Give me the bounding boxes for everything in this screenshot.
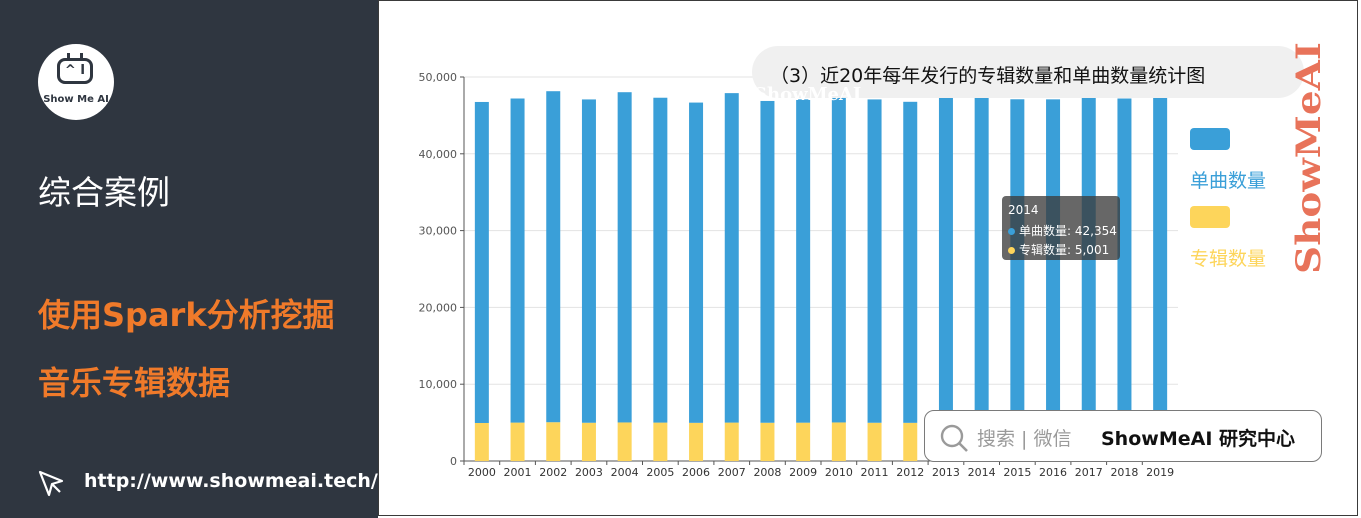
x-tick-label: 2005 — [646, 466, 674, 479]
bar-album-2009 — [796, 422, 811, 461]
bar-album-2007 — [724, 422, 739, 461]
y-tick-label: 0 — [450, 455, 457, 468]
bar-single-2010 — [831, 89, 846, 423]
bar-single-2011 — [867, 99, 882, 423]
bar-album-2011 — [867, 422, 882, 461]
x-tick-label: 2003 — [575, 466, 603, 479]
search-placeholder: 搜索 | 微信 — [977, 428, 1072, 450]
x-tick-label: 2002 — [539, 466, 567, 479]
x-tick-label: 2015 — [1003, 466, 1031, 479]
legend-label-album[interactable]: 专辑数量 — [1190, 248, 1267, 270]
watermark-vertical: ShowMeAI — [1292, 42, 1328, 274]
section-title: 综合案例 — [38, 173, 170, 212]
watermark-vertical-text: ShowMeAI — [1292, 42, 1328, 274]
bar-album-2012 — [903, 422, 918, 461]
bar-single-2005 — [653, 97, 668, 423]
bar-album-2002 — [546, 422, 561, 461]
bar-single-2001 — [510, 98, 525, 423]
bar-single-2012 — [903, 101, 918, 423]
y-tick-label: 50,000 — [419, 71, 458, 84]
tooltip-dot-album — [1008, 247, 1015, 254]
x-tick-label: 2010 — [825, 466, 853, 479]
tooltip-album-text: 专辑数量: 5,001 — [1019, 243, 1110, 257]
search-icon — [940, 424, 968, 452]
logo-text: Show Me AI — [43, 94, 109, 105]
bar-single-2002 — [546, 91, 561, 423]
x-tick-label: 2019 — [1146, 466, 1174, 479]
bar-single-2014 — [974, 97, 989, 423]
bar-single-2013 — [938, 94, 953, 423]
x-tick-label: 2013 — [932, 466, 960, 479]
x-tick-label: 2004 — [611, 466, 639, 479]
bar-single-2004 — [617, 92, 632, 423]
bar-single-2015 — [1010, 99, 1025, 423]
chart-title: （3）近20年每年发行的专辑数量和单曲数量统计图 — [770, 65, 1206, 87]
bar-album-2000 — [474, 422, 489, 461]
legend-swatch-album[interactable] — [1190, 206, 1230, 228]
cursor-arrow-icon — [38, 470, 64, 497]
bar-single-2009 — [796, 99, 811, 423]
bar-single-2008 — [760, 100, 775, 423]
x-tick-label: 2017 — [1075, 466, 1103, 479]
bar-album-2005 — [653, 422, 668, 461]
x-tick-label: 2000 — [468, 466, 496, 479]
bar-single-2003 — [581, 99, 596, 423]
search-box[interactable]: 搜索 | 微信 ShowMeAI 研究中心 — [924, 410, 1322, 462]
x-tick-label: 2007 — [718, 466, 746, 479]
x-tick-label: 2014 — [968, 466, 996, 479]
x-tick-label: 2012 — [896, 466, 924, 479]
y-tick-label: 10,000 — [419, 378, 458, 391]
x-tick-label: 2011 — [861, 466, 889, 479]
y-tick-label: 30,000 — [419, 225, 458, 238]
x-tick-label: 2018 — [1110, 466, 1138, 479]
search-brand: ShowMeAI 研究中心 — [1101, 428, 1295, 450]
robot-face-icon: ^ I — [57, 53, 93, 84]
bar-album-2008 — [760, 422, 775, 461]
bar-single-2019 — [1153, 86, 1168, 423]
subtitle-line-2: 音乐专辑数据 — [38, 364, 231, 402]
tooltip-row-single: 单曲数量: 42,354 — [1008, 222, 1117, 239]
bar-album-2004 — [617, 422, 632, 461]
bar-single-2000 — [474, 101, 489, 423]
sidebar: ^ I Show Me AI 综合案例 使用Spark分析挖掘 音乐专辑数据 h… — [0, 0, 378, 518]
bar-album-2001 — [510, 422, 525, 461]
x-tick-label: 2001 — [504, 466, 532, 479]
bar-single-2006 — [689, 102, 704, 423]
x-tick-label: 2009 — [789, 466, 817, 479]
bar-album-2003 — [581, 422, 596, 461]
bar-album-2010 — [831, 422, 846, 461]
legend-label-single[interactable]: 单曲数量 — [1190, 170, 1267, 192]
tooltip-single-text: 单曲数量: 42,354 — [1019, 224, 1117, 238]
website-link[interactable]: http://www.showmeai.tech/ — [84, 470, 378, 492]
bar-single-2016 — [1046, 99, 1061, 423]
tooltip-year: 2014 — [1008, 203, 1039, 217]
y-tick-label: 20,000 — [419, 301, 458, 314]
chart-title-box — [752, 46, 1304, 98]
showmeai-logo: ^ I Show Me AI — [38, 44, 114, 120]
legend-swatch-single[interactable] — [1190, 128, 1230, 150]
x-tick-label: 2006 — [682, 466, 710, 479]
x-tick-label: 2008 — [753, 466, 781, 479]
y-tick-label: 40,000 — [419, 148, 458, 161]
subtitle-line-1: 使用Spark分析挖掘 — [38, 296, 335, 334]
watermark-small: ShowMeAI — [754, 84, 862, 105]
chart-tooltip: 2014 单曲数量: 42,354 专辑数量: 5,001 — [1002, 196, 1120, 260]
bar-single-2007 — [724, 93, 739, 423]
bar-single-2018 — [1117, 98, 1132, 423]
bar-album-2006 — [689, 422, 704, 461]
x-tick-label: 2016 — [1039, 466, 1067, 479]
tooltip-dot-single — [1008, 228, 1015, 235]
tooltip-row-album: 专辑数量: 5,001 — [1008, 241, 1109, 258]
